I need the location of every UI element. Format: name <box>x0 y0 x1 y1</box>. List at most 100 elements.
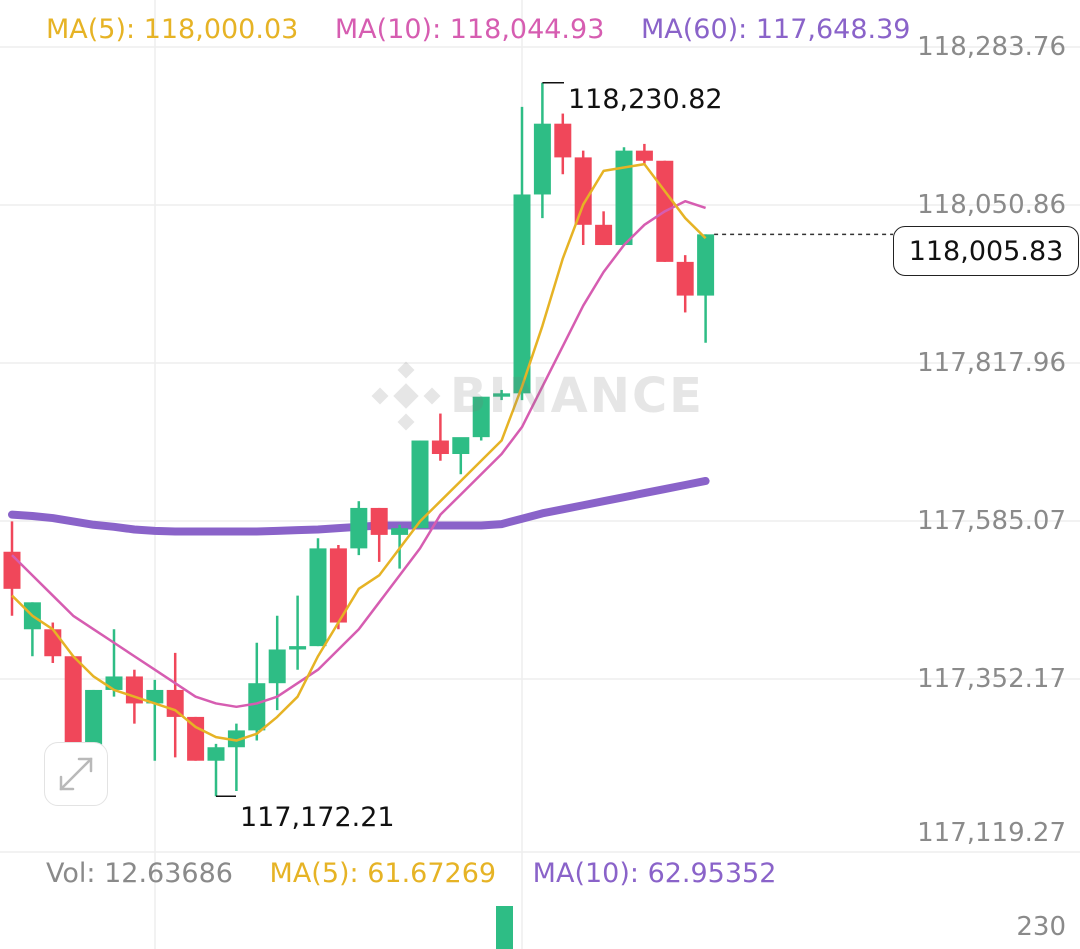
expand-chart-button[interactable] <box>44 742 108 806</box>
volume-axis-tick: 230 <box>1016 912 1066 942</box>
candle <box>207 743 225 797</box>
high-price-annotation: 118,230.82 <box>568 84 723 115</box>
vol-value: 12.63686 <box>104 858 233 889</box>
candle <box>329 545 347 630</box>
candle-body <box>268 649 286 684</box>
vol-ma10-value: 62.95352 <box>647 858 777 889</box>
candle <box>635 143 653 165</box>
candle <box>370 507 388 562</box>
candle <box>166 652 184 758</box>
candle <box>248 642 266 741</box>
candle <box>309 538 327 647</box>
candle-body <box>248 683 266 731</box>
candles-layer <box>3 82 715 797</box>
candle-body <box>207 747 225 761</box>
ma60-legend-value: 117,648.39 <box>755 14 911 45</box>
ma-lines-layer <box>11 162 707 742</box>
candle-body <box>370 507 388 535</box>
candle <box>431 413 449 461</box>
current-price-label: 118,005.83 <box>893 226 1079 276</box>
watermark-text: BINANCE <box>450 368 704 424</box>
y-tick-label: 118,283.76 <box>917 32 1066 62</box>
candle <box>697 234 715 343</box>
candle-body <box>411 440 429 529</box>
candle <box>146 679 164 761</box>
candle <box>513 106 531 401</box>
candle-body <box>595 224 613 246</box>
candle-body <box>615 150 633 246</box>
candle <box>411 440 429 529</box>
ma60-legend: MA(60): 117,648.39 <box>641 14 910 45</box>
vol-ma5-label: MA(5): <box>269 858 359 889</box>
candle <box>554 113 572 175</box>
ma60-legend-label: MA(60): <box>640 14 748 45</box>
candle <box>64 656 82 751</box>
vol-ma5-legend: MA(5): 61.67269 <box>270 858 497 889</box>
candle-body <box>64 656 82 748</box>
candle-body <box>513 194 531 394</box>
y-tick-label: 117,352.17 <box>917 664 1066 694</box>
overlay-layer <box>216 81 893 949</box>
ma10-line <box>11 199 706 709</box>
vol-legend: Vol: 12.63686 <box>46 858 233 889</box>
y-tick-label: 117,817.96 <box>917 348 1066 378</box>
candle-body <box>44 629 62 657</box>
candle <box>615 147 633 246</box>
vol-ma10-label: MA(10): <box>532 858 639 889</box>
binance-logo-icon <box>371 361 441 431</box>
candle-body <box>635 150 653 161</box>
candle-body <box>574 157 592 225</box>
candle-body <box>227 730 245 748</box>
candle <box>533 82 551 219</box>
volume-bar <box>496 906 513 949</box>
candle-body <box>452 437 470 455</box>
candle-body <box>472 396 490 438</box>
candle-body <box>493 393 511 397</box>
candle-body <box>554 123 572 158</box>
candle <box>85 689 103 751</box>
ma10-legend: MA(10): 118,044.93 <box>335 14 604 45</box>
candle-body <box>391 528 409 535</box>
candle-body <box>289 646 307 650</box>
candle-body <box>166 689 184 717</box>
candle <box>595 211 613 246</box>
ma5-line <box>11 162 707 742</box>
y-tick-label: 118,050.86 <box>917 190 1066 220</box>
candle-body <box>309 548 327 647</box>
candle-body <box>329 548 347 623</box>
candle <box>227 723 245 792</box>
candle-body <box>533 123 551 195</box>
ma-legend: MA(5): 118,000.03 MA(10): 118,044.93 MA(… <box>46 14 910 45</box>
volume-legend: Vol: 12.63686 MA(5): 61.67269 MA(10): 62… <box>46 858 776 889</box>
candle <box>472 396 490 441</box>
vol-ma10-legend: MA(10): 62.95352 <box>533 858 777 889</box>
ma5-legend: MA(5): 118,000.03 <box>46 14 298 45</box>
ma10-legend-label: MA(10): <box>334 14 442 45</box>
candle-body <box>146 689 164 704</box>
candle-body <box>105 676 123 690</box>
candle <box>452 437 470 475</box>
candle-body <box>431 440 449 455</box>
candle <box>268 615 286 711</box>
candle <box>574 150 592 246</box>
candle-body <box>350 507 368 549</box>
candle-body <box>125 676 143 704</box>
vol-label: Vol: <box>46 858 96 889</box>
candle <box>676 255 694 313</box>
candle-body <box>3 551 21 589</box>
candle-body <box>676 261 694 296</box>
binance-watermark: BINANCE <box>370 360 704 432</box>
candle-body <box>85 689 103 748</box>
ma5-legend-label: MA(5): <box>46 14 136 45</box>
ma10-legend-value: 118,044.93 <box>449 14 605 45</box>
vol-ma5-value: 61.67269 <box>367 858 497 889</box>
candle-body <box>697 234 715 296</box>
candle <box>350 501 368 556</box>
y-tick-label: 117,119.27 <box>917 818 1066 848</box>
candle <box>493 389 511 401</box>
y-tick-label: 117,585.07 <box>917 506 1066 536</box>
ma5-legend-value: 118,000.03 <box>143 14 299 45</box>
expand-icon <box>59 757 93 791</box>
